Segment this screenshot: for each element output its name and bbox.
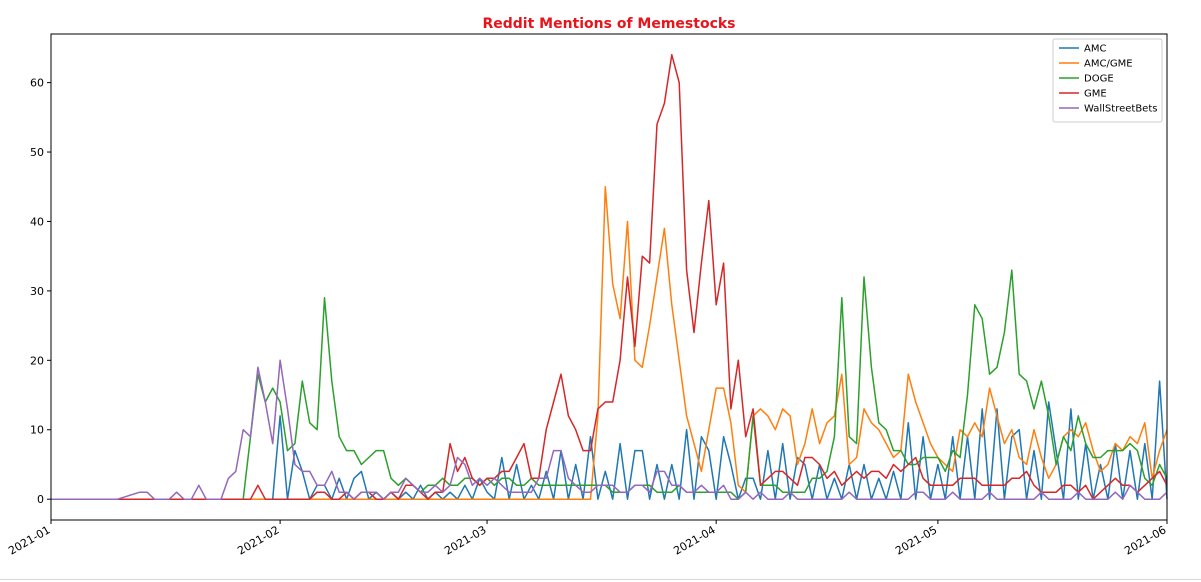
x-tick-label: 2021-05 (893, 523, 939, 557)
chart-title: Reddit Mentions of Memestocks (482, 16, 735, 32)
legend-label: AMC/GME (1084, 59, 1133, 70)
series-line-doge (51, 269, 1168, 500)
y-tick-label: 0 (37, 493, 44, 506)
y-tick-label: 20 (30, 354, 44, 367)
series-line-wallstreetbets (51, 359, 1168, 500)
y-tick-label: 30 (30, 285, 44, 298)
plot-frame (50, 33, 1168, 521)
legend: AMC AMC/GME DOGE GME WallStreetBets (1052, 38, 1163, 123)
legend-frame (1052, 38, 1163, 123)
y-tick-label: 40 (30, 215, 44, 228)
x-tick-label: 2021-06 (1122, 523, 1168, 557)
series-layer (51, 54, 1168, 500)
x-tick-label: 2021-04 (671, 523, 717, 557)
series-line-gme (51, 54, 1168, 500)
y-axis: 0 10 20 30 40 50 60 (30, 77, 51, 506)
legend-label: WallStreetBets (1084, 104, 1157, 115)
legend-label: AMC (1084, 44, 1106, 55)
x-axis: 2021-01 2021-02 2021-03 2021-04 2021-05 2021-… (6, 520, 1169, 558)
y-tick-label: 10 (30, 424, 44, 437)
series-line-amc (51, 380, 1168, 500)
x-tick-label: 2021-02 (235, 523, 281, 557)
bottom-divider (0, 579, 1201, 580)
legend-label: DOGE (1084, 74, 1114, 85)
x-tick-label: 2021-01 (6, 523, 52, 557)
legend-label: GME (1084, 89, 1107, 100)
y-tick-label: 60 (30, 77, 44, 90)
y-tick-label: 50 (30, 146, 44, 159)
x-tick-label: 2021-03 (442, 523, 488, 557)
series-line-amc-gme (51, 185, 1168, 500)
